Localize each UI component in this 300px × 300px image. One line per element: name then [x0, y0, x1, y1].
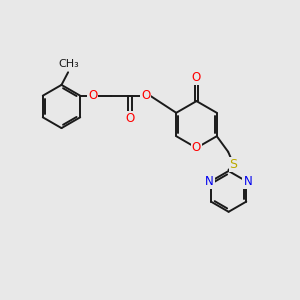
Text: O: O	[125, 112, 135, 125]
Text: O: O	[192, 141, 201, 154]
Text: O: O	[192, 71, 201, 84]
Text: O: O	[141, 89, 150, 102]
Text: CH₃: CH₃	[58, 59, 79, 69]
Text: N: N	[205, 175, 214, 188]
Text: S: S	[230, 158, 238, 171]
Text: N: N	[243, 175, 252, 188]
Text: O: O	[88, 89, 98, 102]
